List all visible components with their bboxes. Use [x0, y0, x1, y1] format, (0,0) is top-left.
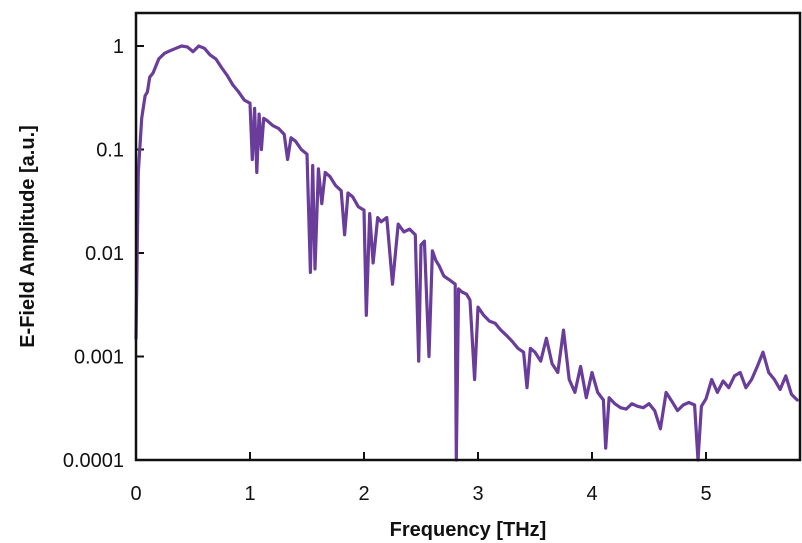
y-tick-label: 0.0001 [63, 450, 124, 472]
x-tick-label: 3 [472, 483, 483, 505]
x-axis-ticks: 0 1 2 3 4 5 [130, 452, 712, 505]
x-tick-label: 2 [358, 483, 369, 505]
x-axis-title: Frequency [THz] [390, 519, 547, 541]
spectrum-line [134, 44, 799, 462]
y-tick-label: 1 [113, 36, 124, 58]
x-tick-label: 1 [244, 483, 255, 505]
x-tick-label: 5 [700, 483, 711, 505]
plot-frame [134, 11, 802, 462]
y-tick-label: 0.001 [74, 347, 124, 369]
x-tick-label: 4 [586, 483, 597, 505]
y-tick-label: 0.1 [96, 140, 124, 162]
x-tick-label: 0 [130, 483, 141, 505]
y-tick-label: 0.01 [85, 243, 124, 265]
y-axis-ticks: 1 0.1 0.01 0.001 0.0001 [63, 36, 144, 472]
y-axis-title: E-Field Amplitude [a.u.] [17, 125, 39, 348]
